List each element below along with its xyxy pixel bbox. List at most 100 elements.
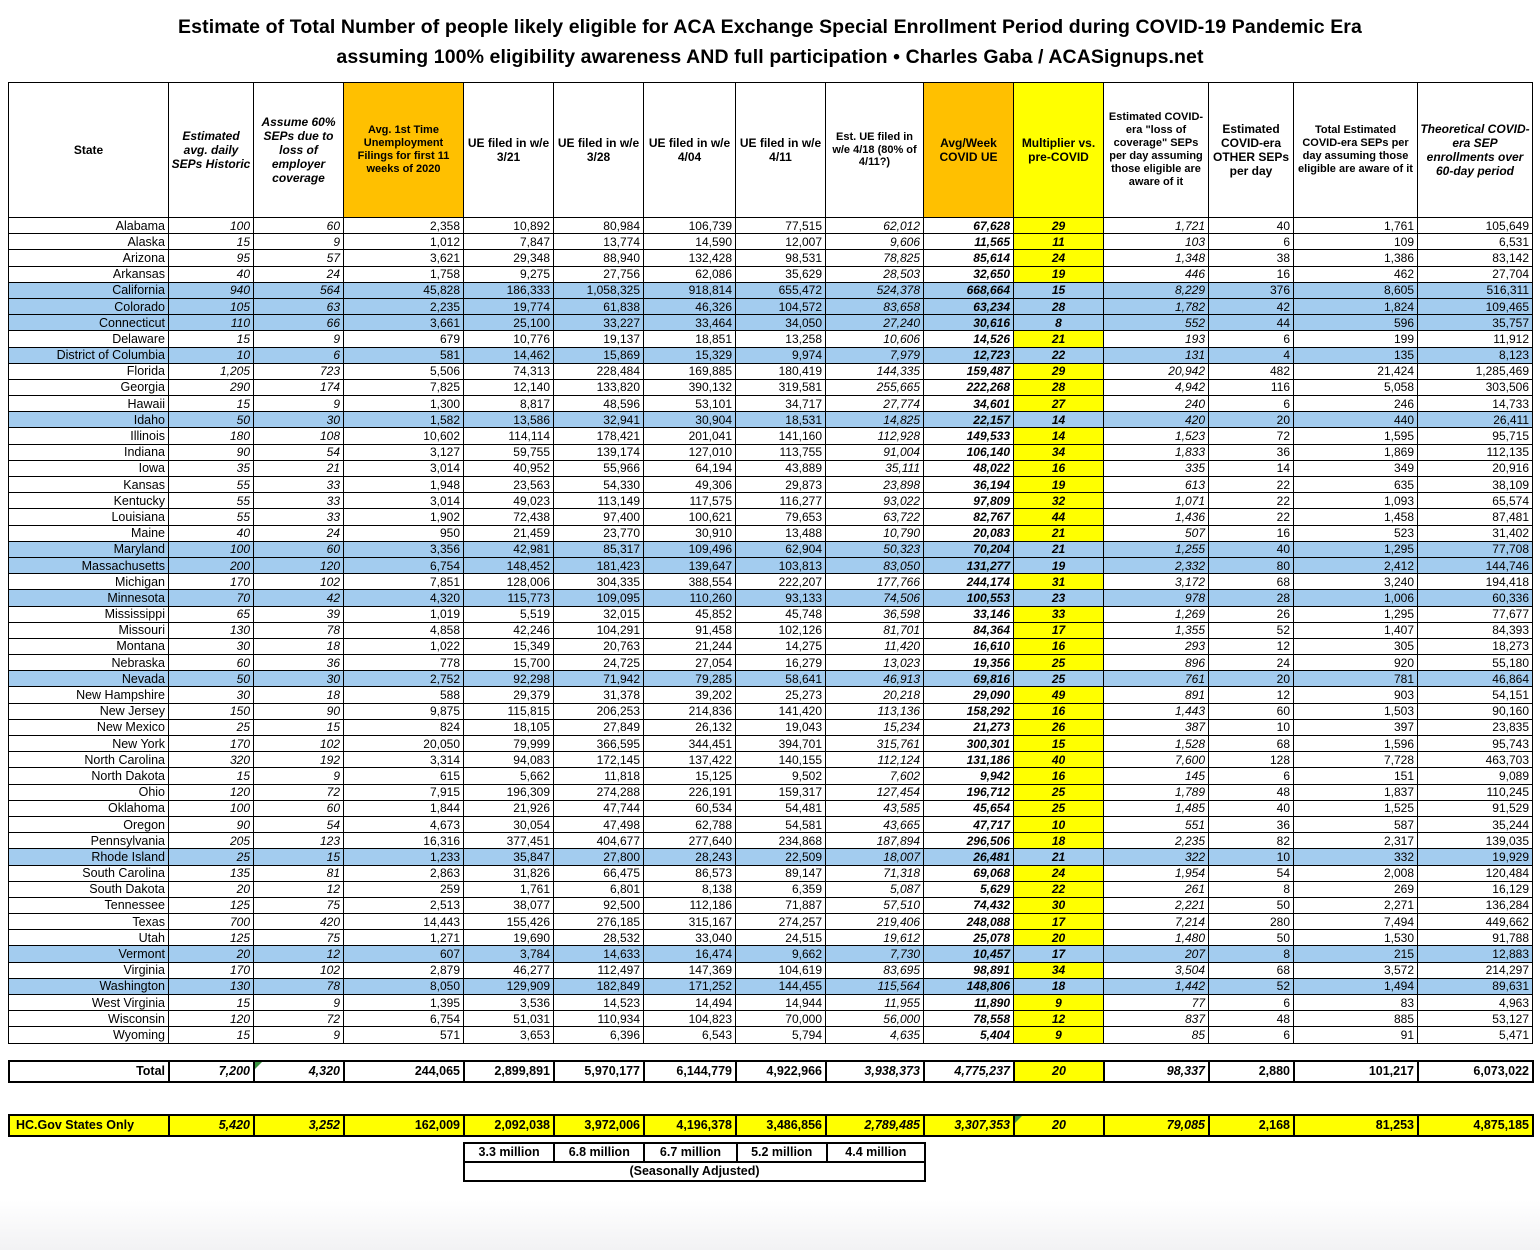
value-cell: 44 — [1013, 508, 1104, 526]
value-cell: 1,844 — [343, 799, 464, 817]
value-cell: 837 — [1103, 1010, 1209, 1028]
value-cell: 1,528 — [1103, 734, 1209, 753]
value-cell: 48 — [1208, 1010, 1294, 1028]
value-cell: 20,763 — [553, 637, 644, 656]
value-cell: 26,481 — [923, 848, 1014, 866]
value-cell: 57 — [253, 249, 344, 267]
footnote-value-cell: 4.4 million — [825, 1141, 927, 1163]
value-cell: 11,818 — [553, 767, 644, 785]
value-cell: 1,761 — [463, 880, 554, 898]
value-cell: 9,089 — [1417, 767, 1533, 785]
value-cell: 42 — [253, 589, 344, 607]
value-cell: 19,612 — [825, 929, 924, 947]
value-cell: 8,605 — [1293, 281, 1418, 299]
value-cell: 15,234 — [825, 718, 924, 737]
value-cell: 9 — [253, 767, 344, 785]
table-row: Arizona 95 57 3,621 29,348 88,940 132,428 98,53… — [8, 249, 1533, 267]
value-cell: 60 — [253, 216, 344, 235]
value-cell: 1,595 — [1293, 427, 1418, 445]
value-cell: 387 — [1103, 718, 1209, 737]
value-cell: 27,054 — [643, 654, 736, 672]
value-cell: 222,268 — [923, 378, 1014, 397]
state-name-cell: Maine — [8, 524, 169, 542]
value-cell: 180 — [168, 427, 254, 445]
value-cell: 15 — [1013, 734, 1104, 753]
value-cell: 22 — [1013, 346, 1104, 364]
value-cell: 162,009 — [343, 1113, 465, 1137]
value-cell: 27,756 — [553, 265, 644, 283]
value-cell: 15 — [168, 993, 254, 1012]
value-cell: 28 — [1013, 378, 1104, 397]
value-cell: 15 — [168, 767, 254, 785]
value-cell: 150 — [168, 702, 254, 720]
value-cell: 180,419 — [735, 362, 826, 380]
value-cell: 97,400 — [553, 508, 644, 526]
value-cell: 18,105 — [463, 718, 554, 737]
value-cell: 52 — [1208, 621, 1294, 639]
value-cell: 7,847 — [463, 233, 554, 251]
value-cell: 104,823 — [643, 1010, 736, 1028]
value-cell: 635 — [1293, 475, 1418, 494]
hcgov-row-table: HC.Gov States Only 5,420 3,252 162,009 2,092… — [8, 1113, 1534, 1137]
value-cell: 44 — [1208, 314, 1294, 332]
value-cell: 10,892 — [463, 216, 554, 235]
value-cell: 28 — [1208, 589, 1294, 607]
footnote-value-cell: 6.7 million — [643, 1141, 738, 1163]
value-cell: 170 — [168, 573, 254, 591]
value-cell: 1,395 — [343, 993, 464, 1012]
value-cell: 1,837 — [1293, 783, 1418, 801]
table-row: Tennessee 125 75 2,513 38,077 92,500 112,186 71… — [8, 896, 1533, 915]
value-cell: 23,563 — [463, 475, 554, 494]
value-cell: 3,014 — [343, 492, 464, 510]
value-cell: 10,776 — [463, 330, 554, 348]
value-cell: 194,418 — [1417, 573, 1533, 591]
value-cell: 94,083 — [463, 751, 554, 769]
value-cell: 21 — [1013, 848, 1104, 866]
value-cell: 69,068 — [923, 864, 1014, 882]
value-cell: 49 — [1013, 686, 1104, 704]
value-cell: 16 — [1208, 524, 1294, 542]
value-cell: 31 — [1013, 573, 1104, 591]
value-cell: 147,369 — [643, 961, 736, 979]
value-cell: 1,271 — [343, 929, 464, 947]
value-cell: 19,043 — [735, 718, 826, 737]
value-cell: 21,244 — [643, 637, 736, 656]
value-cell: 16,474 — [643, 945, 736, 963]
state-name-cell: Delaware — [8, 330, 169, 348]
value-cell: 885 — [1293, 1010, 1418, 1028]
value-cell: 10,606 — [825, 330, 924, 348]
value-cell: 78 — [253, 621, 344, 639]
footnote-value-cell: 3.3 million — [462, 1141, 556, 1163]
value-cell: 1,582 — [343, 411, 464, 429]
table-row: Maryland 100 60 3,356 42,981 85,317 109,496 62,… — [8, 540, 1533, 558]
value-cell: 65 — [168, 605, 254, 623]
value-cell: 40 — [168, 524, 254, 542]
value-cell: 1,458 — [1293, 508, 1418, 526]
col-header-total-seps: Total Estimated COVID-era SEPs per day a… — [1293, 82, 1418, 218]
value-cell: 214,297 — [1417, 961, 1533, 979]
table-row: South Carolina 135 81 2,863 31,826 66,475 86,5… — [8, 864, 1533, 882]
value-cell: 1,012 — [343, 233, 464, 251]
value-cell: 1,355 — [1103, 621, 1209, 639]
value-cell: 824 — [343, 718, 464, 737]
value-cell: 192 — [253, 751, 344, 769]
value-cell: 104,572 — [735, 297, 826, 316]
value-cell: 280 — [1208, 913, 1294, 931]
value-cell: 196,712 — [923, 783, 1014, 801]
value-cell: 564 — [253, 281, 344, 299]
value-cell: 24 — [253, 524, 344, 542]
value-cell: 14,526 — [923, 330, 1014, 348]
value-cell: 24 — [1013, 249, 1104, 267]
value-cell: 377,451 — [463, 832, 554, 850]
value-cell: 896 — [1103, 654, 1209, 672]
value-cell: 148,452 — [463, 556, 554, 575]
col-header-avg-first-time-ue: Avg. 1st Time Unemployment Filings for f… — [343, 82, 464, 218]
value-cell: 4,963 — [1417, 993, 1533, 1012]
value-cell: 53,127 — [1417, 1010, 1533, 1028]
value-cell: 117,575 — [643, 492, 736, 510]
value-cell: 446 — [1103, 265, 1209, 283]
value-cell: 19,690 — [463, 929, 554, 947]
value-cell: 206,253 — [553, 702, 644, 720]
table-row: North Carolina 320 192 3,314 94,083 172,145 13… — [8, 751, 1533, 769]
value-cell: 19,929 — [1417, 848, 1533, 866]
